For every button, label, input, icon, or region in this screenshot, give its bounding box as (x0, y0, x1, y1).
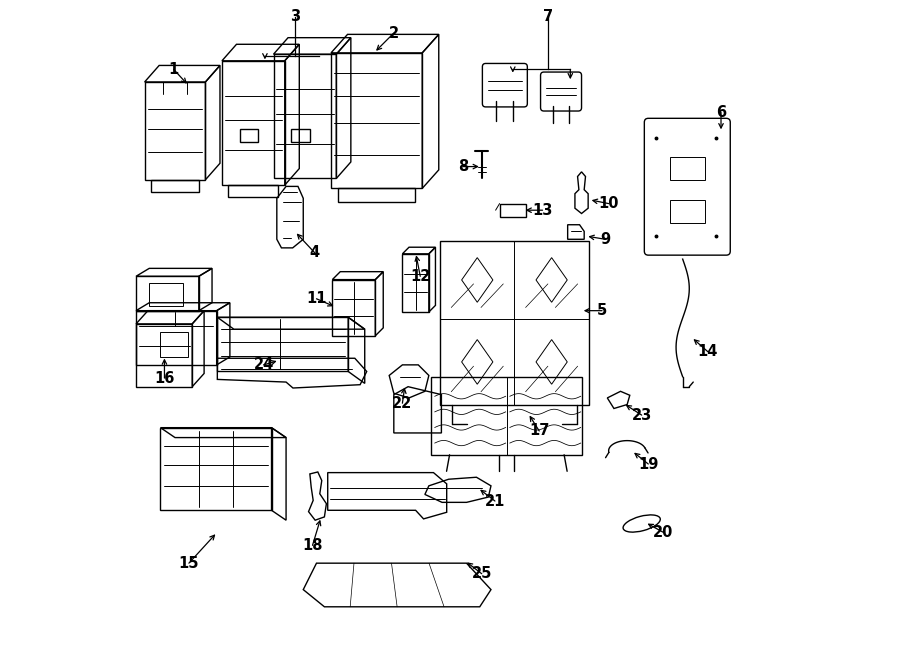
Text: 16: 16 (154, 371, 175, 385)
Text: 22: 22 (392, 396, 412, 410)
Text: 2: 2 (389, 26, 399, 40)
Text: 24: 24 (254, 358, 274, 372)
Text: 11: 11 (306, 292, 327, 306)
Text: 1: 1 (168, 62, 179, 77)
Text: 12: 12 (410, 269, 430, 284)
Text: 23: 23 (632, 408, 652, 422)
Text: 7: 7 (543, 9, 553, 24)
Text: 3: 3 (290, 9, 300, 24)
Text: 6: 6 (716, 105, 726, 120)
Text: 15: 15 (179, 556, 199, 570)
Text: 17: 17 (529, 424, 549, 438)
Text: 14: 14 (698, 344, 718, 359)
Text: 13: 13 (533, 203, 553, 217)
Text: 21: 21 (485, 494, 505, 508)
Text: 20: 20 (652, 525, 673, 539)
Text: 9: 9 (600, 232, 610, 247)
Text: 8: 8 (458, 159, 468, 174)
Text: 10: 10 (598, 196, 619, 211)
Text: 4: 4 (310, 245, 320, 260)
Text: 18: 18 (302, 538, 323, 553)
Text: 19: 19 (638, 457, 659, 471)
Text: 25: 25 (472, 566, 492, 581)
Text: 5: 5 (597, 303, 608, 318)
